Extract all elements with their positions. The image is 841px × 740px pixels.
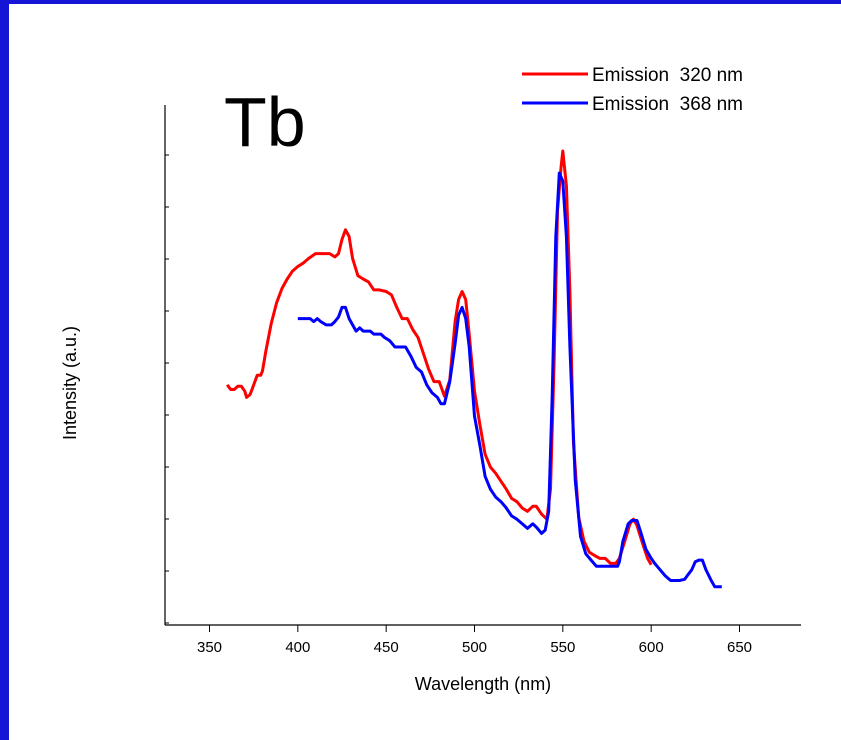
y-axis-title: Intensity (a.u.) [60, 326, 80, 440]
x-tick-label-550: 550 [550, 639, 575, 656]
series-line-emission-320nm [226, 149, 653, 566]
series-line-emission-368nm [297, 171, 722, 589]
chart-title: Tb [224, 83, 306, 161]
x-axis-ticks: 350 400 450 500 550 600 650 [197, 625, 752, 656]
y-axis-ticks [165, 154, 169, 624]
x-tick-label-500: 500 [462, 639, 487, 656]
x-tick-label-600: 600 [639, 639, 664, 656]
x-axis-title: Wavelength (nm) [415, 674, 551, 694]
legend: Emission 320 nm Emission 368 nm [522, 65, 743, 115]
legend-label-368: Emission 368 nm [592, 94, 743, 115]
x-tick-label-450: 450 [374, 639, 399, 656]
x-tick-label-400: 400 [285, 639, 310, 656]
plot-lines [226, 149, 722, 589]
x-tick-label-650: 650 [727, 639, 752, 656]
x-tick-label-350: 350 [197, 639, 222, 656]
legend-label-320: Emission 320 nm [592, 65, 743, 86]
